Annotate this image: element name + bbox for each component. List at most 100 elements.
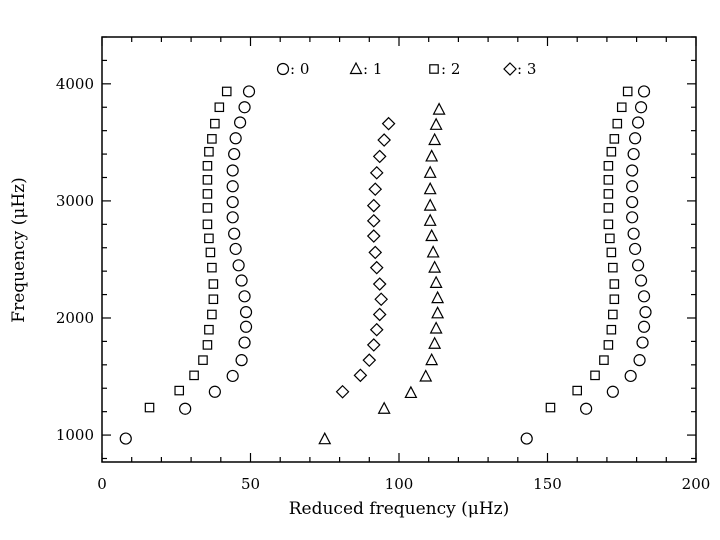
- data-point-square: [603, 219, 614, 230]
- data-point-square: [606, 247, 617, 258]
- data-point-square: [599, 355, 609, 365]
- data-point-diamond: [381, 116, 396, 131]
- data-point-square: [202, 203, 213, 213]
- data-point-circle: [238, 101, 251, 114]
- data-point-circle: [634, 274, 648, 287]
- legend-marker-triangle: [349, 61, 363, 75]
- data-point-square: [198, 355, 208, 365]
- data-point-square: [590, 370, 600, 381]
- legend-marker-square: [429, 64, 439, 74]
- data-point-triangle: [428, 132, 442, 146]
- data-point-circle: [580, 402, 593, 415]
- data-point-circle: [228, 227, 241, 240]
- data-point-triangle: [377, 401, 391, 414]
- data-point-triangle: [423, 165, 437, 178]
- data-point-diamond: [372, 149, 387, 164]
- data-point-square: [616, 102, 627, 113]
- data-point-circle: [626, 211, 639, 224]
- data-point-circle: [626, 195, 639, 209]
- data-point-circle: [239, 320, 253, 333]
- data-point-diamond: [369, 322, 384, 337]
- data-point-circle: [229, 132, 242, 145]
- data-point-circle: [226, 211, 239, 224]
- data-point-diamond: [353, 368, 368, 383]
- data-point-square: [202, 219, 213, 230]
- data-point-circle: [226, 369, 239, 383]
- data-point-square: [202, 189, 213, 199]
- legend-label: : 0: [290, 60, 309, 78]
- y-tick-label: 2000: [56, 309, 94, 327]
- data-point-circle: [629, 242, 642, 256]
- legend-label: : 3: [517, 60, 536, 78]
- data-point-circle: [606, 385, 619, 398]
- data-point-square: [609, 279, 620, 289]
- data-point-circle: [631, 116, 645, 129]
- legend: : 0: 1: 2: 3: [276, 60, 536, 78]
- y-tick-label: 1000: [56, 426, 94, 444]
- data-point-diamond: [372, 277, 387, 291]
- data-point-circle: [520, 432, 533, 445]
- data-point-triangle: [419, 369, 433, 382]
- data-point-triangle: [425, 149, 439, 162]
- data-point-square: [603, 175, 614, 185]
- y-axis-title: Frequency (μHz): [9, 177, 29, 322]
- data-point-triangle: [428, 336, 442, 349]
- data-point-square: [202, 175, 213, 185]
- data-point-triangle: [425, 228, 439, 242]
- data-point-triangle: [429, 321, 443, 334]
- data-point-square: [204, 324, 214, 335]
- data-point-triangle: [423, 181, 437, 195]
- data-point-square: [603, 340, 614, 350]
- data-point-circle: [239, 306, 253, 319]
- data-point-diamond: [366, 198, 381, 213]
- data-point-square: [202, 340, 213, 350]
- data-point-circle: [238, 290, 251, 303]
- data-point-square: [210, 118, 220, 129]
- data-point-circle: [238, 336, 251, 349]
- data-point-diamond: [366, 213, 381, 228]
- x-tick-label: 200: [682, 475, 711, 493]
- data-point-square: [144, 402, 155, 413]
- data-point-square: [207, 309, 217, 320]
- data-point-triangle: [423, 213, 437, 226]
- data-point-triangle: [318, 431, 332, 445]
- data-point-circle: [235, 354, 248, 367]
- data-point-circle: [627, 147, 640, 161]
- data-point-circle: [232, 259, 245, 272]
- data-point-square: [603, 203, 614, 213]
- data-point-circle: [629, 132, 642, 145]
- data-point-square: [572, 385, 582, 396]
- data-point-triangle: [423, 198, 437, 211]
- data-point-triangle: [432, 102, 446, 115]
- data-point-triangle: [404, 385, 418, 399]
- data-point-diamond: [368, 245, 383, 260]
- data-point-circle: [631, 259, 645, 272]
- legend-label: : 1: [363, 60, 382, 78]
- data-point-circle: [637, 320, 651, 333]
- data-point-square: [208, 279, 219, 289]
- y-tick-label: 3000: [56, 192, 94, 210]
- data-point-circle: [242, 85, 256, 98]
- x-tick-label: 100: [385, 475, 414, 493]
- x-axis-title: Reduced frequency (μHz): [289, 499, 510, 519]
- axis-ticks: 0 50 100 150 200 1000 2000 3000 4000: [56, 36, 711, 493]
- legend-marker-circle: [276, 62, 290, 76]
- data-point-triangle: [428, 260, 442, 273]
- data-point-circle: [179, 402, 192, 415]
- data-point-circle: [627, 227, 640, 240]
- data-point-circle: [639, 306, 652, 319]
- data-point-square: [608, 309, 618, 320]
- data-point-diamond: [369, 165, 384, 180]
- data-point-square: [603, 189, 614, 199]
- data-point-circle: [229, 242, 242, 256]
- legend-marker-diamond: [503, 62, 517, 76]
- data-point-circle: [636, 336, 649, 349]
- data-point-diamond: [377, 133, 391, 147]
- data-point-square: [609, 134, 620, 144]
- data-point-circle: [634, 101, 648, 114]
- data-point-square: [545, 402, 556, 413]
- data-point-diamond: [362, 353, 377, 367]
- data-point-square: [608, 262, 618, 273]
- data-point-circle: [235, 274, 248, 287]
